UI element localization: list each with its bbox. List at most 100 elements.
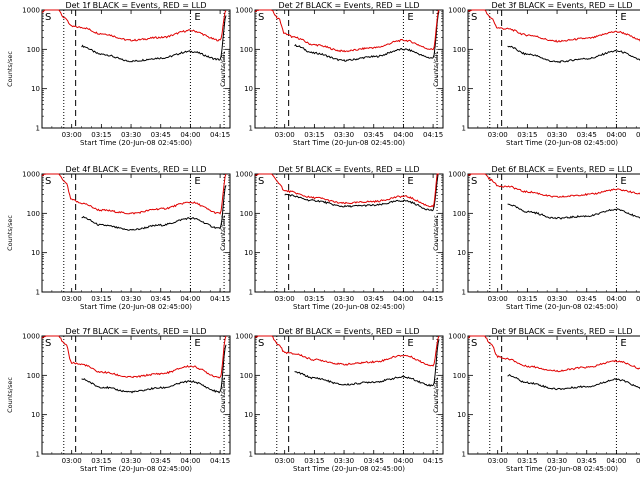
y-tick-label: 10 <box>457 411 466 419</box>
events-series-line <box>507 374 640 391</box>
y-tick-label: 100 <box>453 372 466 380</box>
x-tick-label: 03:00 <box>62 457 82 465</box>
x-tick-label: 03:00 <box>62 131 82 139</box>
x-tick-label: 04:00 <box>180 295 200 303</box>
x-tick-label: 03:15 <box>91 457 111 465</box>
x-tick-label: 04:15 <box>423 295 443 303</box>
y-tick-label: 10 <box>457 85 466 93</box>
y-tick-label: 1000 <box>448 333 466 341</box>
x-tick-label: 03:30 <box>334 131 354 139</box>
y-tick-label: 1000 <box>448 171 466 179</box>
y-tick-label: 1000 <box>22 7 40 15</box>
x-axis-label: Start Time (20-Jun-08 02:45:00) <box>80 465 192 473</box>
y-axis-label: Counts/sec <box>6 215 14 251</box>
x-tick-label: 04:15 <box>636 295 640 303</box>
y-tick-label: 1 <box>462 451 466 459</box>
x-tick-label: 04:00 <box>180 457 200 465</box>
chart-title: Det 7f BLACK = Events, RED = LLD <box>65 327 206 336</box>
y-axis-label: Counts/sec <box>432 51 440 87</box>
y-tick-label: 1 <box>249 125 253 133</box>
chart-title: Det 4f BLACK = Events, RED = LLD <box>65 165 206 174</box>
x-tick-label: 03:15 <box>517 295 537 303</box>
x-tick-label: 03:45 <box>151 457 171 465</box>
x-tick-label: 03:15 <box>304 295 324 303</box>
chart-title: Det 5f BLACK = Events, RED = LLD <box>278 165 419 174</box>
x-axis-label: Start Time (20-Jun-08 02:45:00) <box>293 465 405 473</box>
start-marker: S <box>45 338 51 349</box>
y-tick-label: 10 <box>31 85 40 93</box>
lld-series-line <box>41 9 227 42</box>
y-tick-label: 1000 <box>235 7 253 15</box>
end-marker: E <box>620 12 626 23</box>
y-tick-label: 10 <box>31 411 40 419</box>
x-tick-label: 03:00 <box>275 131 295 139</box>
start-marker: S <box>471 176 477 187</box>
plot-frame <box>467 173 640 293</box>
y-axis-label: Counts/sec <box>6 51 14 87</box>
y-tick-label: 10 <box>244 411 253 419</box>
chart-title: Det 1f BLACK = Events, RED = LLD <box>65 1 206 10</box>
y-tick-label: 10 <box>31 249 40 257</box>
lld-series-line <box>41 173 227 215</box>
chart-title: Det 8f BLACK = Events, RED = LLD <box>278 327 419 336</box>
events-series-line <box>81 185 227 231</box>
x-axis-label: Start Time (20-Jun-08 02:45:00) <box>506 303 618 311</box>
x-tick-label: 03:30 <box>121 295 141 303</box>
y-tick-label: 1 <box>462 125 466 133</box>
x-tick-label: 03:15 <box>517 457 537 465</box>
x-tick-label: 03:30 <box>547 295 567 303</box>
x-tick-label: 04:00 <box>393 295 413 303</box>
y-tick-label: 1000 <box>22 171 40 179</box>
plot-frame <box>467 9 640 129</box>
x-tick-label: 03:15 <box>517 131 537 139</box>
y-axis-label: Counts/sec <box>432 377 440 413</box>
end-marker: E <box>407 176 413 187</box>
x-tick-label: 04:15 <box>423 131 443 139</box>
detector-chart: Det 4f BLACK = Events, RED = LLD 1 10 100 10… <box>6 165 231 311</box>
x-tick-label: 03:45 <box>364 295 384 303</box>
plot-frame <box>254 173 444 293</box>
x-tick-label: 04:15 <box>210 131 230 139</box>
x-tick-label: 04:00 <box>606 457 626 465</box>
lld-series-line <box>41 335 227 379</box>
y-tick-label: 1000 <box>448 7 466 15</box>
x-tick-label: 03:45 <box>577 295 597 303</box>
y-tick-label: 1 <box>249 451 253 459</box>
y-tick-label: 1 <box>36 451 40 459</box>
x-tick-label: 03:45 <box>364 131 384 139</box>
events-series-line <box>294 11 440 62</box>
detector-chart: Det 8f BLACK = Events, RED = LLD 1 10 100 10… <box>219 327 444 473</box>
x-tick-label: 04:00 <box>393 457 413 465</box>
y-tick-label: 10 <box>457 249 466 257</box>
detector-chart: Det 5f BLACK = Events, RED = LLD 1 10 100 10… <box>219 165 444 311</box>
y-axis-label: Counts/sec <box>6 377 14 413</box>
x-tick-label: 03:30 <box>547 131 567 139</box>
y-tick-label: 1 <box>462 289 466 297</box>
lld-series-line <box>254 173 439 208</box>
plot-frame <box>41 173 231 293</box>
end-marker: E <box>194 176 200 187</box>
end-marker: E <box>620 338 626 349</box>
y-axis-label: Counts/sec <box>432 215 440 251</box>
end-marker: E <box>620 176 626 187</box>
plot-frame <box>41 335 231 455</box>
lld-series-line <box>467 173 640 198</box>
x-axis-label: Start Time (20-Jun-08 02:45:00) <box>293 139 405 147</box>
start-marker: S <box>258 12 264 23</box>
lld-series-line <box>467 335 640 373</box>
y-tick-label: 10 <box>244 85 253 93</box>
chart-title: Det 9f BLACK = Events, RED = LLD <box>491 327 632 336</box>
y-tick-label: 100 <box>240 210 253 218</box>
lld-series-line <box>254 335 440 367</box>
plot-frame <box>254 335 444 455</box>
start-marker: S <box>471 12 477 23</box>
y-axis-label: Counts/sec <box>219 377 227 413</box>
plot-frame <box>41 9 231 129</box>
x-tick-label: 04:15 <box>423 457 443 465</box>
y-tick-label: 1 <box>36 289 40 297</box>
y-tick-label: 100 <box>240 372 253 380</box>
events-series-line <box>507 45 640 64</box>
x-tick-label: 04:00 <box>606 295 626 303</box>
x-axis-label: Start Time (20-Jun-08 02:45:00) <box>80 303 192 311</box>
chart-title: Det 2f BLACK = Events, RED = LLD <box>278 1 419 10</box>
